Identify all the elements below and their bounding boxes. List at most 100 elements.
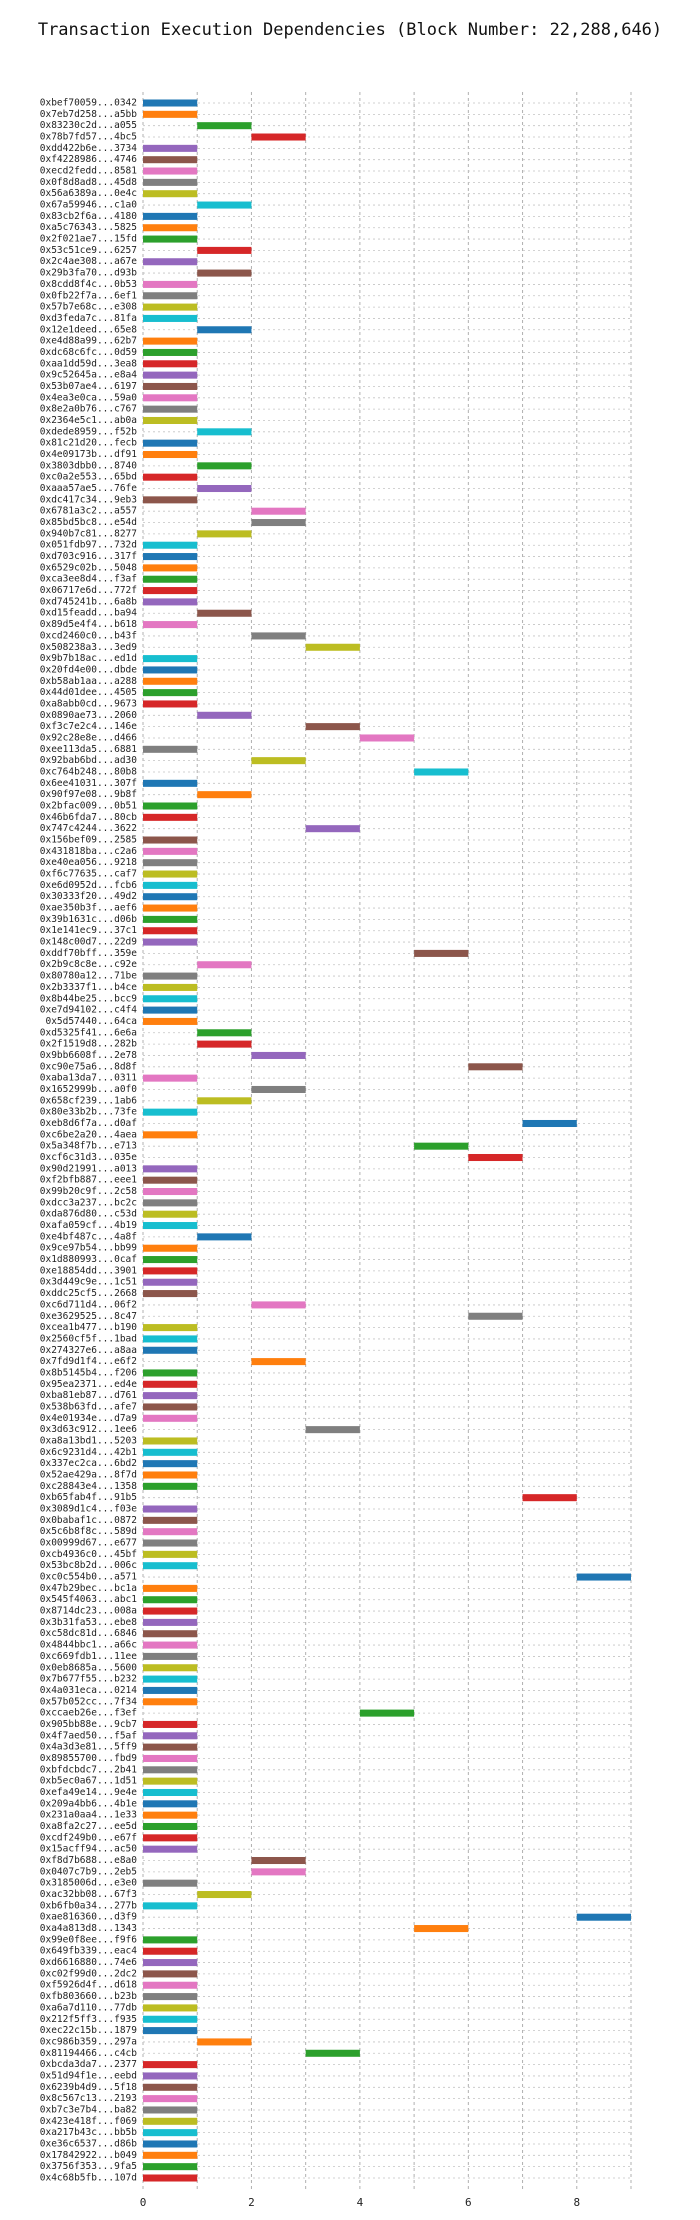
transaction-bar: [143, 1641, 198, 1649]
y-tick-label: 0xa4a813d8...1343: [40, 1923, 137, 1934]
y-tick-label: 0x2364e5c1...ab0a: [40, 415, 137, 426]
y-tick-label: 0x3756f353...9fa5: [40, 2161, 137, 2172]
y-tick-label: 0x3d63c912...1ee6: [40, 1424, 138, 1435]
transaction-bar: [197, 711, 252, 719]
y-tick-label: 0x2b9c8c8e...c92e: [40, 959, 138, 970]
transaction-bar: [143, 1584, 198, 1592]
y-tick-label: 0xa6a7d110...77db: [40, 2002, 138, 2013]
y-tick-label: 0x17842922...b049: [40, 2150, 138, 2161]
transaction-bar: [143, 1528, 198, 1536]
transaction-bar: [143, 745, 198, 753]
transaction-bar: [197, 1097, 252, 1105]
transaction-bar: [143, 190, 198, 198]
transaction-bar: [468, 1063, 523, 1071]
y-tick-label: 0xdede8959...f52b: [40, 426, 138, 437]
transaction-bar: [251, 1301, 306, 1309]
transaction-bar: [143, 677, 198, 685]
y-tick-label: 0xe40ea056...9218: [40, 857, 138, 868]
y-tick-label: 0xddf70bff...359e: [40, 948, 138, 959]
y-tick-label: 0xc90e75a6...8d8f: [40, 1061, 137, 1072]
y-tick-label: 0x8b5145b4...f206: [40, 1367, 138, 1378]
y-tick-label: 0x0890ae73...2060: [40, 710, 138, 721]
y-tick-label: 0xb58ab1aa...a288: [40, 676, 138, 687]
transaction-bar: [143, 1936, 198, 1944]
transaction-bar: [143, 292, 198, 300]
transaction-bar: [143, 1460, 198, 1468]
transaction-bar: [576, 1573, 631, 1581]
transaction-bar: [143, 394, 198, 402]
y-tick-label: 0x89855700...fbd9: [40, 1753, 138, 1764]
y-tick-label: 0x06717e6d...772f: [40, 585, 137, 596]
y-tick-label: 0xa217b43c...bb5b: [40, 2127, 138, 2138]
transaction-bar: [143, 2140, 198, 2148]
transaction-bar: [143, 2072, 198, 2080]
y-tick-label: 0x12e1deed...65e8: [40, 324, 138, 335]
transaction-bar: [143, 621, 198, 629]
transaction-bar: [143, 1290, 198, 1298]
transaction-bar: [143, 1947, 198, 1955]
y-tick-label: 0x3089d1c4...f03e: [40, 1504, 138, 1515]
transaction-bar: [143, 1811, 198, 1819]
transaction-bar: [143, 496, 198, 504]
transaction-bar: [143, 1380, 198, 1388]
y-tick-label: 0x3803dbb0...8740: [40, 460, 138, 471]
transaction-bar: [251, 507, 306, 515]
y-tick-label: 0x508238a3...3ed9: [40, 642, 138, 653]
y-tick-label: 0x3d449c9e...1c51: [40, 1277, 138, 1288]
transaction-bar: [143, 167, 198, 175]
y-tick-label: 0x81c21d20...fecb: [40, 438, 138, 449]
transaction-bar: [143, 2015, 198, 2023]
transaction-bar: [143, 1267, 198, 1275]
y-tick-label: 0xdd422b6e...3734: [40, 143, 138, 154]
transaction-bar: [143, 1414, 198, 1422]
y-tick-label: 0x1652999b...a0f0: [40, 1084, 138, 1095]
transaction-bar: [143, 1335, 198, 1343]
transaction-bar: [143, 348, 198, 356]
x-tick-label: 2: [248, 2196, 255, 2209]
y-tick-label: 0xf5926d4f...d618: [40, 1980, 138, 1991]
transaction-bar: [143, 473, 198, 481]
y-tick-label: 0xb5ec0a67...1d51: [40, 1776, 138, 1787]
transaction-bar: [143, 1471, 198, 1479]
transaction-bar: [143, 2027, 198, 2035]
transaction-bar: [197, 326, 252, 334]
transaction-bar: [359, 1709, 415, 1717]
transaction-bar: [143, 1981, 198, 1989]
y-tick-label: 0x156bef09...2585: [40, 835, 137, 846]
y-tick-label: 0x51d94f1e...eebd: [40, 2070, 137, 2081]
y-tick-label: 0xc6d711d4...06f2: [40, 1299, 137, 1310]
y-tick-label: 0xc669fdb1...11ee: [40, 1651, 138, 1662]
y-tick-label: 0x47b29bec...bc1a: [40, 1583, 137, 1594]
transaction-bar: [143, 1505, 198, 1513]
y-tick-label: 0x92c28e8e...d466: [40, 732, 138, 743]
transaction-bar: [576, 1913, 631, 1921]
transaction-bar: [143, 1108, 198, 1116]
y-tick-label: 0x8c567c13...2193: [40, 2093, 137, 2104]
y-tick-label: 0x30333f20...49d2: [40, 891, 137, 902]
transaction-bar: [197, 269, 252, 277]
transaction-bar: [143, 1788, 198, 1796]
transaction-bar: [143, 927, 198, 935]
transaction-bar: [197, 428, 252, 436]
y-tick-label: 0x545f4063...abc1: [40, 1594, 138, 1605]
y-tick-label: 0x4e09173b...df91: [40, 449, 138, 460]
y-tick-label: 0xcdf249b0...e67f: [40, 1832, 137, 1843]
y-tick-label: 0xaba13da7...0311: [40, 1073, 138, 1084]
transaction-bar: [143, 972, 198, 980]
y-tick-label: 0x99e0f8ee...f9f6: [40, 1934, 138, 1945]
transaction-bar: [305, 1426, 360, 1434]
y-tick-label: 0x15acff94...ac50: [40, 1844, 138, 1855]
transaction-bar: [143, 2129, 198, 2137]
y-tick-label: 0x337ec2ca...6bd2: [40, 1458, 137, 1469]
y-tick-label: 0x6ee41031...307f: [40, 778, 137, 789]
transaction-bar: [522, 1119, 577, 1128]
transaction-bar: [143, 1210, 198, 1218]
transaction-bar: [143, 1256, 198, 1264]
transaction-bar: [143, 587, 198, 595]
transaction-bar: [143, 1176, 198, 1184]
transaction-bar: [197, 961, 252, 969]
y-tick-label: 0x29b3fa70...d93b: [40, 268, 138, 279]
y-tick-label: 0xc02f99d0...2dc2: [40, 1968, 137, 1979]
transaction-bar: [143, 1188, 198, 1196]
y-tick-label: 0x44d01dee...4505: [40, 687, 137, 698]
